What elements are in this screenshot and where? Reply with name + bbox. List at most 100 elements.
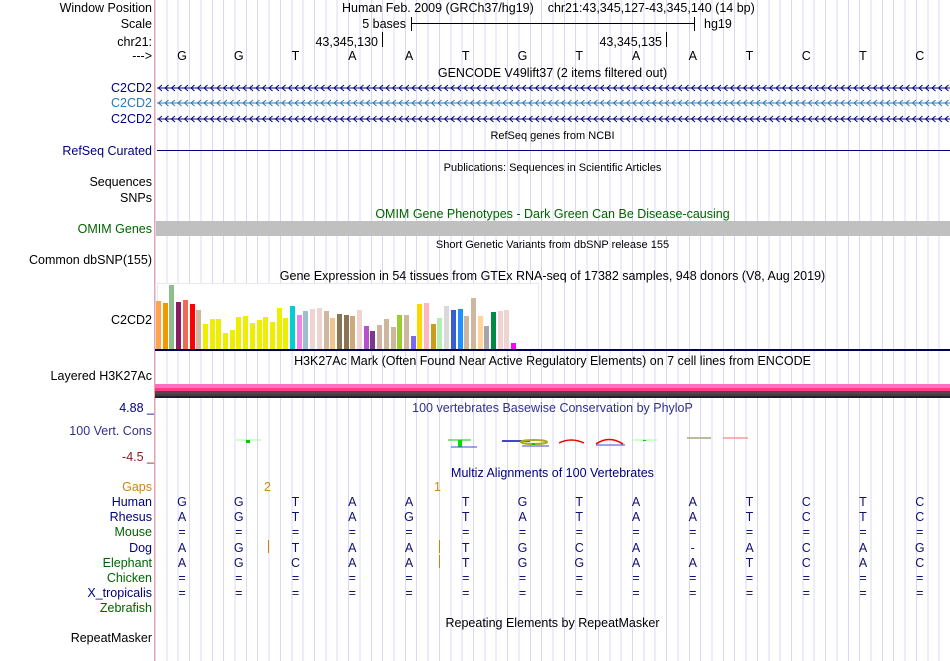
gtex-tissue-bar[interactable]: [511, 343, 517, 349]
species-label[interactable]: Zebrafish: [99, 601, 152, 616]
gtex-tissue-bar[interactable]: [450, 310, 456, 349]
aligned-base: G: [233, 540, 244, 555]
gtex-tissue-bar[interactable]: [397, 315, 403, 349]
gtex-tissue-bar[interactable]: [444, 306, 450, 349]
gtex-tissue-bar[interactable]: [390, 327, 396, 349]
phylop-label[interactable]: 100 Vert. Cons: [69, 424, 152, 438]
gtex-tissue-bar[interactable]: [209, 319, 215, 349]
aligned-base: A: [177, 555, 187, 570]
pubs-sequences-label[interactable]: Sequences: [89, 175, 152, 189]
gtex-tissue-bar[interactable]: [236, 317, 242, 349]
gtex-tissue-bar[interactable]: [417, 304, 423, 349]
gtex-tissue-bar[interactable]: [424, 303, 429, 349]
gtex-tissue-bar[interactable]: [504, 310, 510, 349]
gtex-tissue-bar[interactable]: [182, 300, 188, 349]
gtex-bar-chart[interactable]: [155, 283, 950, 350]
gtex-tissue-bar[interactable]: [202, 324, 208, 349]
gtex-tissue-bar[interactable]: [276, 308, 282, 349]
species-label[interactable]: Mouse: [114, 525, 152, 540]
gtex-label[interactable]: C2CD2: [111, 313, 152, 327]
gap-marker: [439, 540, 440, 553]
gtex-tissue-bar[interactable]: [330, 318, 336, 349]
h3k27ac-label[interactable]: Layered H3K27Ac: [50, 369, 152, 383]
gtex-tissue-bar[interactable]: [243, 316, 249, 349]
gtex-tissue-bar[interactable]: [256, 320, 262, 349]
gtex-tissue-bar[interactable]: [283, 318, 289, 349]
gtex-tissue-bar[interactable]: [464, 316, 470, 349]
species-label[interactable]: Rhesus: [109, 510, 152, 525]
gene-label[interactable]: C2CD2: [111, 96, 152, 110]
dbsnp-title: Short Genetic Variants from dbSNP releas…: [435, 239, 670, 251]
gtex-tissue-bar[interactable]: [269, 322, 275, 349]
phylop-mark: [458, 440, 462, 447]
gaps-label[interactable]: Gaps: [122, 480, 152, 494]
strand-label: --->: [132, 49, 152, 63]
gtex-tissue-bar[interactable]: [377, 325, 383, 349]
gtex-tissue-bar[interactable]: [310, 309, 316, 349]
species-label[interactable]: Elephant: [102, 555, 152, 570]
gtex-tissue-bar[interactable]: [336, 314, 342, 349]
gtex-tissue-bar[interactable]: [290, 306, 295, 349]
gtex-tissue-bar[interactable]: [470, 298, 476, 349]
rmsk-label[interactable]: RepeatMasker: [70, 631, 152, 645]
species-label[interactable]: X_tropicalis: [87, 586, 152, 601]
gtex-tissue-bar[interactable]: [249, 323, 255, 349]
gtex-tissue-bar[interactable]: [169, 285, 175, 349]
aligned-base: =: [518, 586, 527, 601]
gtex-tissue-bar[interactable]: [343, 315, 349, 349]
gene-feature[interactable]: [157, 99, 950, 107]
gap-marker: [268, 540, 269, 553]
gtex-tissue-bar[interactable]: [491, 312, 496, 349]
gtex-tissue-bar[interactable]: [484, 326, 490, 349]
species-label[interactable]: Human: [111, 495, 152, 509]
gene-label[interactable]: C2CD2: [111, 81, 152, 95]
gtex-tissue-bar[interactable]: [370, 331, 376, 349]
gtex-tissue-bar[interactable]: [410, 336, 416, 349]
aligned-base: A: [404, 540, 414, 555]
gtex-tissue-bar[interactable]: [223, 333, 228, 349]
dbsnp-label[interactable]: Common dbSNP(155): [29, 253, 152, 267]
gtex-tissue-bar[interactable]: [363, 326, 369, 349]
gtex-tissue-bar[interactable]: [350, 316, 356, 349]
gtex-tissue-bar[interactable]: [216, 319, 222, 349]
gene-label[interactable]: C2CD2: [111, 112, 152, 126]
phylop-wiggle[interactable]: [155, 430, 950, 452]
aligned-base: =: [745, 586, 754, 601]
aligned-base: C: [801, 540, 811, 555]
gtex-tissue-bar[interactable]: [196, 310, 202, 349]
gtex-tissue-bar[interactable]: [303, 311, 309, 349]
gtex-tissue-bar[interactable]: [162, 303, 168, 349]
omim-title: OMIM Gene Phenotypes - Dark Green Can Be…: [375, 207, 730, 221]
aligned-base: T: [291, 510, 300, 525]
gtex-tissue-bar[interactable]: [477, 316, 483, 349]
gtex-tissue-bar[interactable]: [263, 317, 269, 349]
gene-feature[interactable]: [157, 115, 950, 123]
gtex-tissue-bar[interactable]: [229, 330, 235, 349]
refseq-label[interactable]: RefSeq Curated: [62, 144, 152, 158]
gtex-tissue-bar[interactable]: [189, 304, 195, 349]
gtex-tissue-bar[interactable]: [457, 309, 463, 349]
gtex-tissue-bar[interactable]: [296, 315, 302, 349]
gtex-tissue-bar[interactable]: [316, 308, 322, 349]
species-label[interactable]: Chicken: [106, 571, 152, 585]
gtex-tissue-bar[interactable]: [430, 324, 436, 349]
gtex-tissue-bar[interactable]: [176, 302, 182, 349]
gtex-tissue-bar[interactable]: [156, 301, 161, 349]
aligned-base: A: [177, 540, 187, 555]
aligned-base: A: [404, 495, 414, 509]
omim-label[interactable]: OMIM Genes: [77, 222, 152, 236]
gtex-tissue-bar[interactable]: [437, 318, 443, 349]
refseq-feature[interactable]: [157, 150, 950, 151]
aligned-base: A: [688, 510, 697, 525]
gene-feature[interactable]: [157, 84, 950, 92]
gtex-tissue-bar[interactable]: [323, 311, 329, 349]
gtex-tissue-bar[interactable]: [357, 310, 362, 349]
pubs-snps-label[interactable]: SNPs: [120, 191, 152, 205]
gtex-tissue-bar[interactable]: [403, 315, 409, 349]
species-label[interactable]: Dog: [129, 540, 152, 555]
omim-feature[interactable]: [156, 221, 950, 236]
gtex-tissue-bar[interactable]: [497, 311, 503, 349]
h3k27ac-signal[interactable]: [155, 384, 950, 398]
gtex-tissue-bar[interactable]: [383, 319, 389, 349]
